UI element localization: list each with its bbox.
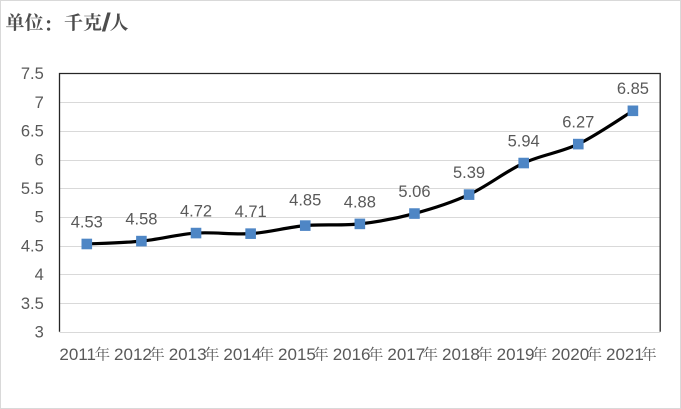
svg-text:2011: 2011: [59, 345, 96, 364]
svg-text:6.5: 6.5: [21, 123, 44, 141]
svg-text:6.85: 6.85: [617, 80, 649, 98]
svg-text:7.5: 7.5: [21, 65, 44, 83]
svg-text:2015: 2015: [278, 345, 316, 364]
svg-text:7: 7: [35, 94, 44, 112]
svg-text:2016: 2016: [333, 345, 371, 364]
svg-text:2020: 2020: [551, 345, 589, 364]
svg-text:6: 6: [35, 151, 44, 169]
svg-text:4.88: 4.88: [344, 193, 376, 211]
svg-text:4.5: 4.5: [21, 237, 44, 255]
svg-text:4.58: 4.58: [125, 211, 157, 229]
svg-text:2021: 2021: [606, 345, 644, 364]
svg-text:4.71: 4.71: [235, 203, 267, 221]
svg-text:2014: 2014: [223, 345, 261, 364]
svg-text:3: 3: [35, 324, 44, 342]
svg-text:6.27: 6.27: [562, 114, 594, 132]
svg-text:5: 5: [35, 209, 44, 227]
svg-text:2012: 2012: [114, 345, 152, 364]
svg-text:5.39: 5.39: [453, 164, 485, 182]
svg-text:2019: 2019: [497, 345, 535, 364]
svg-text:5.5: 5.5: [21, 180, 44, 198]
svg-text:4.53: 4.53: [71, 213, 103, 231]
svg-text:4: 4: [35, 266, 44, 284]
svg-text:3.5: 3.5: [21, 295, 44, 313]
svg-text:2013: 2013: [169, 345, 207, 364]
svg-text:4.85: 4.85: [289, 191, 321, 209]
svg-text:2017: 2017: [387, 345, 425, 364]
svg-text:5.06: 5.06: [398, 183, 430, 201]
svg-text:5.94: 5.94: [508, 132, 540, 150]
svg-text:2018: 2018: [442, 345, 480, 364]
svg-text:4.72: 4.72: [180, 202, 212, 220]
